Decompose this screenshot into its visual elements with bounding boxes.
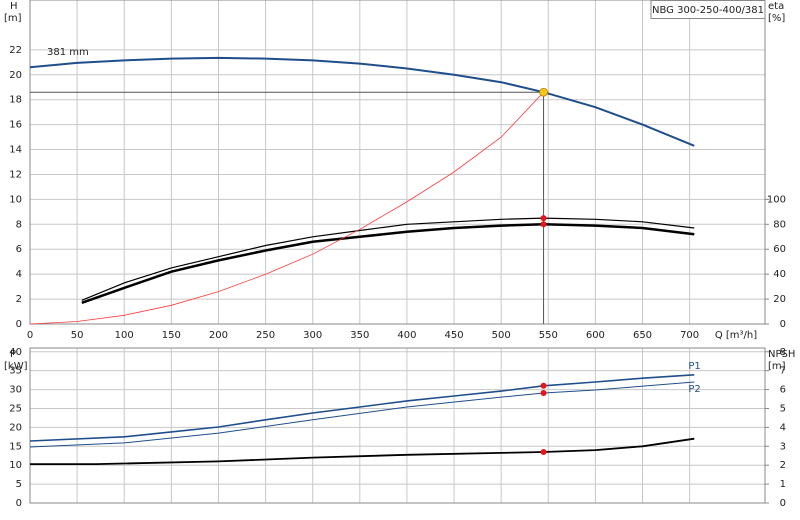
marker [540, 389, 547, 396]
y-axis-label: P [10, 349, 16, 360]
y-tick-label: 20 [9, 422, 22, 433]
y-tick-label: 2 [16, 294, 22, 305]
x-tick-label: 300 [303, 330, 322, 341]
curve [29, 91, 544, 325]
legend-label: P2 [688, 384, 700, 395]
x-tick-label: 650 [633, 330, 652, 341]
y2-tick-label: 40 [773, 269, 786, 280]
marker [540, 215, 547, 222]
x-tick-label: 500 [492, 330, 511, 341]
marker [540, 448, 547, 455]
y-tick-label: 14 [9, 145, 22, 156]
y2-axis-label: eta [768, 1, 784, 12]
y-tick-label: 4 [16, 269, 22, 280]
plot-frame [29, 347, 766, 504]
y2-tick-label: 0 [780, 498, 786, 509]
y2-axis-label: NPSH [768, 349, 795, 360]
y-tick-label: 0 [16, 498, 22, 509]
curve [81, 223, 695, 304]
y-tick-label: 16 [9, 120, 22, 131]
marker [540, 221, 547, 228]
y2-tick-label: 8 [780, 347, 786, 358]
x-tick-label: 100 [115, 330, 134, 341]
y-tick-label: 18 [9, 95, 22, 106]
curve [29, 381, 695, 448]
legend-label: P1 [688, 361, 700, 372]
y-axis-label: H [10, 1, 18, 12]
y-tick-label: 25 [9, 403, 22, 414]
y-axis-unit: [kW] [4, 361, 28, 372]
y-tick-label: 8 [16, 219, 22, 230]
x-tick-label: 50 [71, 330, 84, 341]
x-axis-label: Q [m³/h] [715, 330, 757, 341]
y2-tick-label: 0 [780, 319, 786, 330]
y-tick-label: 0 [16, 319, 22, 330]
y2-tick-label: 5 [780, 403, 786, 414]
x-tick-label: 400 [397, 330, 416, 341]
y2-axis-unit: [m] [768, 361, 786, 372]
y2-tick-label: 4 [780, 422, 786, 433]
x-tick-label: 0 [27, 330, 33, 341]
x-tick-label: 200 [209, 330, 228, 341]
x-tick-label: 600 [586, 330, 605, 341]
x-tick-label: 450 [444, 330, 463, 341]
y-tick-label: 5 [16, 479, 22, 490]
y-tick-label: 10 [9, 460, 22, 471]
x-tick-label: 350 [350, 330, 369, 341]
y-axis-unit: [m] [4, 13, 22, 24]
y2-axis-unit: [%] [768, 13, 785, 24]
x-tick-label: 150 [162, 330, 181, 341]
y2-tick-label: 20 [773, 294, 786, 305]
y-tick-label: 30 [9, 385, 22, 396]
y2-tick-label: 1 [780, 479, 786, 490]
curve [81, 217, 695, 301]
x-tick-label: 700 [680, 330, 699, 341]
y-tick-label: 12 [9, 169, 22, 180]
y-tick-label: 35 [9, 366, 22, 377]
y-tick-label: 15 [9, 441, 22, 452]
y2-tick-label: 3 [780, 441, 786, 452]
y2-tick-label: 7 [780, 366, 786, 377]
y2-tick-label: 6 [780, 385, 786, 396]
plot-frame [29, 0, 766, 325]
operating-point [539, 87, 548, 97]
marker [540, 382, 547, 389]
curve [29, 374, 695, 442]
title-box [650, 0, 766, 19]
x-tick-label: 550 [539, 330, 558, 341]
y-tick-label: 20 [9, 70, 22, 81]
curve [29, 56, 695, 147]
curve [30, 437, 695, 465]
y-tick-label: 22 [9, 45, 22, 56]
x-tick-label: 250 [256, 330, 275, 341]
annotation: 381 mm [47, 47, 89, 58]
y-tick-label: 6 [16, 244, 22, 255]
y-tick-label: 40 [9, 347, 22, 358]
y2-tick-label: 100 [767, 194, 786, 205]
chart-title: NBG 300-250-400/381 [652, 5, 764, 16]
y2-tick-label: 2 [780, 460, 786, 471]
y-tick-label: 10 [9, 194, 22, 205]
y2-tick-label: 80 [773, 219, 786, 230]
y2-tick-label: 60 [773, 244, 786, 255]
